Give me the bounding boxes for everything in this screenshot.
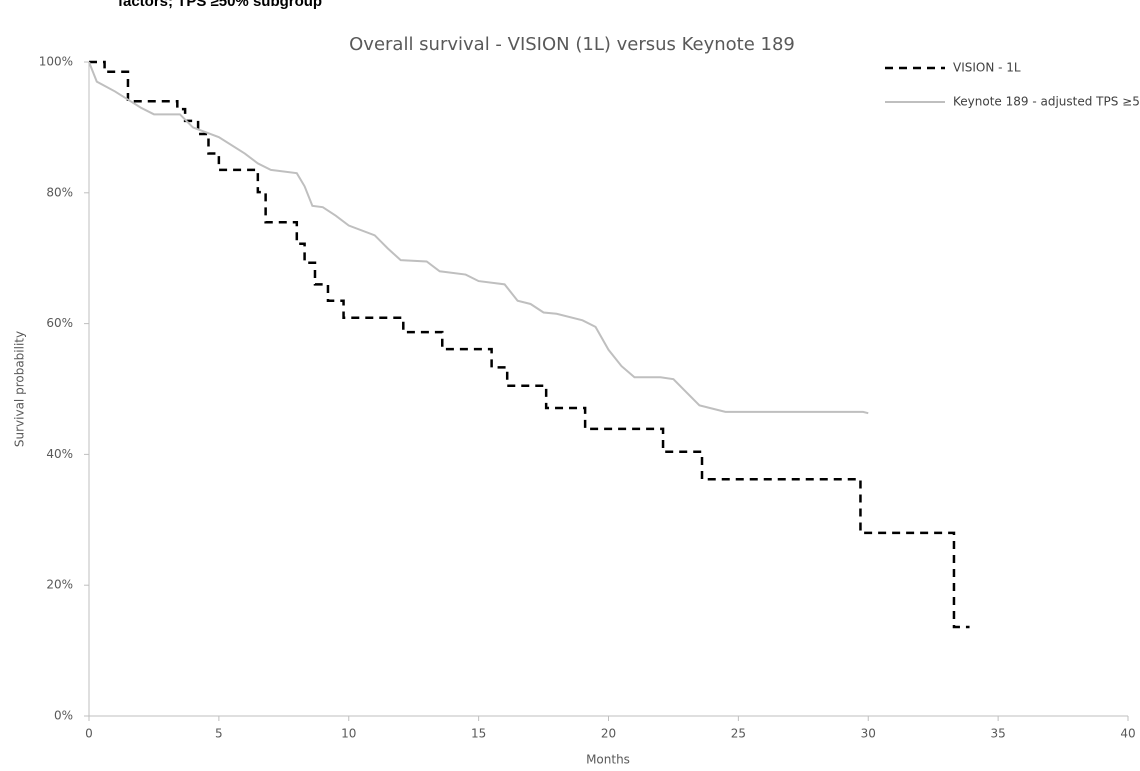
x-tick-label: 40	[1120, 727, 1135, 741]
x-axis-label: Months	[586, 753, 630, 767]
y-tick-label: 80%	[46, 185, 73, 199]
x-tick-label: 10	[341, 727, 356, 741]
x-tick-label: 35	[990, 727, 1005, 741]
series-line	[88, 61, 869, 415]
x-tick-label: 25	[731, 727, 746, 741]
legend-label: VISION - 1L	[953, 61, 1021, 75]
y-tick-label: 60%	[46, 316, 73, 330]
x-tick-label: 20	[601, 727, 616, 741]
x-tick-label: 15	[471, 727, 486, 741]
x-tick-label: 0	[85, 727, 93, 741]
y-tick-label: 0%	[54, 709, 73, 723]
series-line	[89, 60, 970, 629]
y-tick-label: 20%	[46, 578, 73, 592]
chart-title: Overall survival - VISION (1L) versus Ke…	[349, 34, 795, 55]
y-tick-label: 100%	[39, 55, 73, 69]
x-tick-label: 30	[861, 727, 876, 741]
x-tick-label: 5	[215, 727, 223, 741]
legend-label: Keynote 189 - adjusted TPS ≥50%	[953, 95, 1140, 109]
y-axis-label: Survival probability	[13, 331, 27, 447]
y-tick-label: 40%	[46, 447, 73, 461]
pretitle: factors; TPS ≥50% subgroup	[118, 0, 322, 10]
